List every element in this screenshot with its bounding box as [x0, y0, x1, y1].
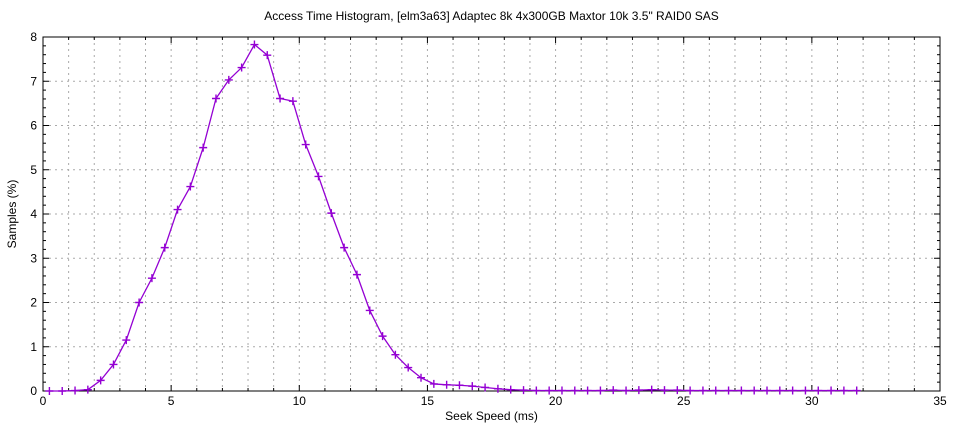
x-tick-label: 15	[421, 394, 435, 408]
x-axis-title: Seek Speed (ms)	[445, 409, 538, 423]
x-tick-label: 20	[549, 394, 563, 408]
x-tick-label: 10	[293, 394, 307, 408]
y-tick-label: 7	[30, 74, 37, 88]
data-point-markers	[45, 40, 861, 395]
x-tick-label: 30	[805, 394, 819, 408]
y-tick-label: 8	[30, 30, 37, 44]
series-line	[49, 43, 857, 392]
y-tick-label: 5	[30, 163, 37, 177]
y-tick-label: 6	[30, 119, 37, 133]
x-tick-label: 35	[933, 394, 947, 408]
x-tick-label: 0	[40, 394, 47, 408]
x-tick-label: 5	[168, 394, 175, 408]
chart-title: Access Time Histogram, [elm3a63] Adaptec…	[264, 9, 719, 23]
x-tick-label: 25	[677, 394, 691, 408]
y-tick-label: 1	[30, 340, 37, 354]
y-tick-label: 4	[30, 207, 37, 221]
y-tick-label: 0	[30, 384, 37, 398]
y-tick-label: 3	[30, 251, 37, 265]
y-tick-label: 2	[30, 296, 37, 310]
